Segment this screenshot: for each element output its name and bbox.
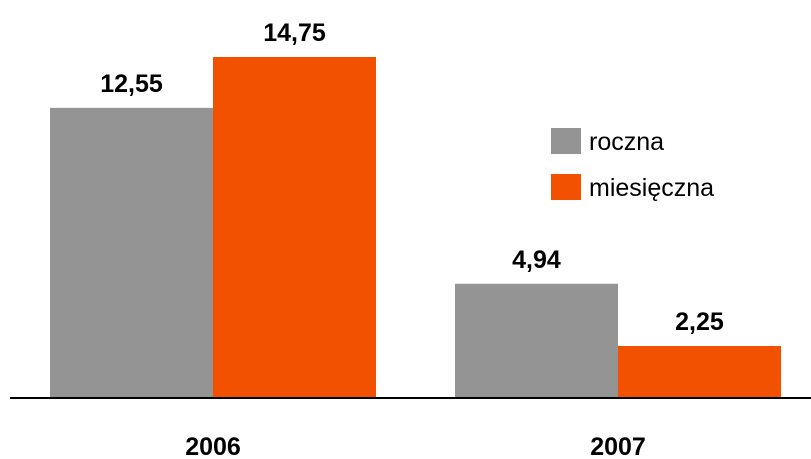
category-labels-group: 2006 2007 (185, 433, 646, 459)
legend-swatch-miesięczna (551, 174, 581, 200)
bars-group (50, 57, 781, 398)
value-label-roczna-2006: 12,55 (100, 70, 163, 98)
legend: roczna miesięczna (551, 128, 714, 202)
value-labels-group: 12,55 14,75 4,94 2,25 (100, 19, 724, 336)
category-label-2006: 2006 (185, 433, 241, 459)
value-label-miesięczna-2006: 14,75 (263, 19, 326, 47)
value-label-roczna-2007: 4,94 (512, 246, 561, 274)
bar-roczna-2007 (455, 283, 618, 398)
legend-swatch-roczna (551, 128, 581, 154)
bar-miesięczna-2007 (618, 345, 781, 398)
bar-miesięczna-2006 (213, 57, 376, 398)
legend-label-roczna: roczna (589, 128, 664, 156)
bar-roczna-2006 (50, 107, 213, 398)
legend-label-miesięczna: miesięczna (589, 174, 714, 202)
value-label-miesięczna-2007: 2,25 (675, 308, 724, 336)
category-label-2007: 2007 (590, 433, 646, 459)
